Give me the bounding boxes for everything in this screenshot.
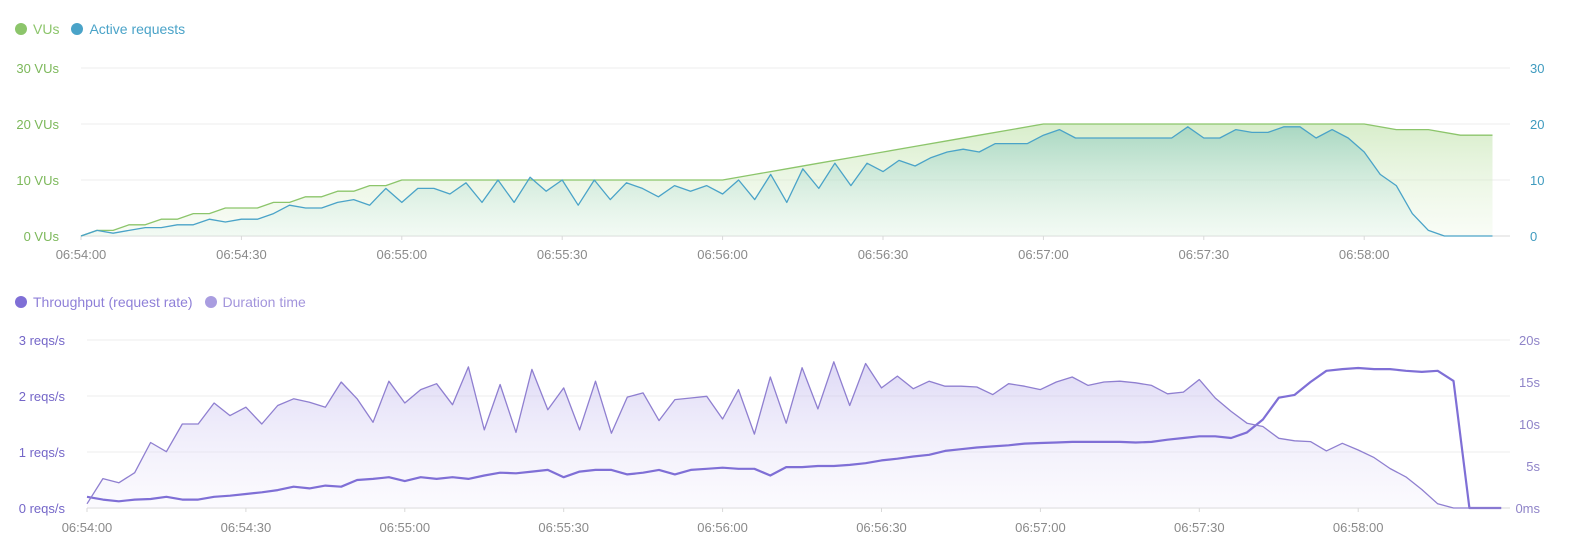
x-tick-label: 06:55:30 bbox=[537, 247, 588, 262]
series-line-throughput-request-rate[interactable] bbox=[86, 366, 1502, 510]
y-left-tick-label: 3 reqs/s bbox=[19, 333, 66, 348]
x-tick-label: 06:54:00 bbox=[56, 247, 107, 262]
x-tick-label: 06:57:00 bbox=[1018, 247, 1069, 262]
x-tick-label: 06:57:30 bbox=[1178, 247, 1229, 262]
legend-dot-throughput bbox=[15, 296, 27, 308]
legend-label-active-requests: Active requests bbox=[89, 21, 186, 37]
series-area-duration-time bbox=[87, 361, 1502, 508]
x-tick-label: 06:58:00 bbox=[1333, 520, 1384, 535]
y-left-tick-label: 20 VUs bbox=[16, 117, 59, 132]
series-line-vus[interactable] bbox=[80, 123, 1493, 237]
legend-dot-vus bbox=[15, 23, 27, 35]
y-right-tick-label: 10 bbox=[1530, 173, 1544, 188]
x-tick-label: 06:54:00 bbox=[62, 520, 113, 535]
series-line-duration-time[interactable] bbox=[86, 361, 1502, 509]
x-tick-label: 06:56:00 bbox=[697, 247, 748, 262]
vus-active-requests-chart: 0 VUs 10 VUs 20 VUs 30 VUs 0 10 20 30 06:54:00 06… bbox=[16, 61, 1544, 262]
legend-item-active-requests[interactable]: Active requests bbox=[71, 21, 185, 37]
y-left-tick-label: 30 VUs bbox=[16, 61, 59, 76]
legend-dot-active-requests bbox=[71, 23, 84, 35]
y-right-tick-label: 20 bbox=[1530, 117, 1544, 132]
legend-label-vus: VUs bbox=[33, 21, 60, 37]
y-right-tick-label: 15s bbox=[1519, 375, 1540, 390]
legend-item-throughput[interactable]: Throughput (request rate) bbox=[15, 294, 193, 310]
y-right-tick-label: 0ms bbox=[1515, 501, 1540, 516]
series-line-active-requests[interactable] bbox=[80, 126, 1493, 237]
series-area-active-requests bbox=[81, 126, 1493, 236]
throughput-duration-chart: 0 reqs/s 1 reqs/s 2 reqs/s 3 reqs/s 0ms 5s 10s… bbox=[19, 333, 1541, 535]
x-tick-label: 06:54:30 bbox=[221, 520, 272, 535]
x-tick-label: 06:56:30 bbox=[858, 247, 909, 262]
y-left-tick-label: 2 reqs/s bbox=[19, 389, 66, 404]
y-right-tick-label: 30 bbox=[1530, 61, 1544, 76]
legend-label-duration-time: Duration time bbox=[222, 294, 306, 310]
legend-dot-duration-time bbox=[204, 296, 217, 308]
x-tick-label: 06:56:00 bbox=[697, 520, 748, 535]
x-tick-label: 06:55:00 bbox=[376, 247, 427, 262]
x-tick-label: 06:58:00 bbox=[1339, 247, 1390, 262]
y-right-tick-label: 20s bbox=[1519, 333, 1540, 348]
x-tick-label: 06:56:30 bbox=[856, 520, 907, 535]
legend-label-throughput: Throughput (request rate) bbox=[33, 294, 193, 310]
y-left-tick-label: 0 reqs/s bbox=[19, 501, 66, 516]
x-tick-label: 06:57:30 bbox=[1174, 520, 1225, 535]
y-right-tick-label: 0 bbox=[1530, 229, 1537, 244]
vus-chart-legend: VUs Active requests bbox=[15, 21, 197, 37]
x-tick-label: 06:55:30 bbox=[538, 520, 589, 535]
throughput-chart-legend: Throughput (request rate) Duration time bbox=[15, 294, 318, 310]
y-left-tick-label: 1 reqs/s bbox=[19, 445, 66, 460]
y-right-tick-label: 10s bbox=[1519, 417, 1540, 432]
y-left-tick-label: 0 VUs bbox=[24, 229, 60, 244]
y-right-tick-label: 5s bbox=[1526, 459, 1540, 474]
x-tick-label: 06:54:30 bbox=[216, 247, 267, 262]
legend-item-duration-time[interactable]: Duration time bbox=[204, 294, 306, 310]
legend-item-vus[interactable]: VUs bbox=[15, 21, 59, 37]
y-left-tick-label: 10 VUs bbox=[16, 173, 59, 188]
x-tick-label: 06:57:00 bbox=[1015, 520, 1066, 535]
x-tick-label: 06:55:00 bbox=[379, 520, 430, 535]
